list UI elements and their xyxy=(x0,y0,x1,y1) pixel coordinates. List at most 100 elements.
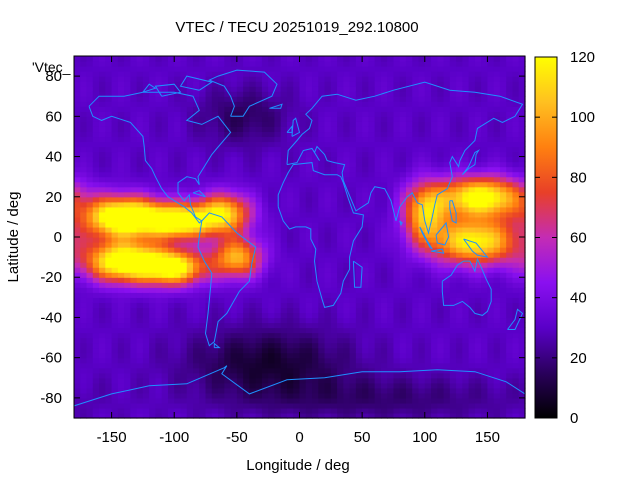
heatmap-cell xyxy=(468,126,476,133)
heatmap-cell xyxy=(236,111,244,117)
heatmap-cell xyxy=(424,221,432,228)
heatmap-cell xyxy=(443,91,451,97)
heatmap-cell xyxy=(318,397,326,404)
heatmap-cell xyxy=(124,392,131,399)
heatmap-cell xyxy=(142,171,150,178)
heatmap-cell xyxy=(324,56,332,62)
heatmap-cell xyxy=(362,342,369,349)
heatmap-cell xyxy=(318,171,326,178)
heatmap-cell xyxy=(243,407,250,414)
heatmap-cell xyxy=(99,357,106,364)
heatmap-cell xyxy=(393,121,401,127)
heatmap-cell xyxy=(199,312,207,319)
heatmap-cell xyxy=(324,367,332,374)
heatmap-cell xyxy=(380,347,388,354)
heatmap-cell xyxy=(117,277,125,283)
heatmap-cell xyxy=(286,56,294,62)
heatmap-cell xyxy=(111,262,119,268)
heatmap-cell xyxy=(374,362,382,369)
heatmap-cell xyxy=(105,282,113,288)
heatmap-cell xyxy=(174,367,182,374)
heatmap-cell xyxy=(431,96,438,102)
heatmap-cell xyxy=(199,141,207,148)
heatmap-cell xyxy=(299,196,307,203)
heatmap-cell xyxy=(99,352,106,359)
heatmap-cell xyxy=(224,367,232,374)
heatmap-cell xyxy=(393,412,401,419)
heatmap-cell xyxy=(487,317,495,324)
heatmap-cell xyxy=(205,71,213,77)
heatmap-cell xyxy=(474,141,482,148)
heatmap-cell xyxy=(374,91,382,97)
heatmap-cell xyxy=(142,166,150,173)
heatmap-cell xyxy=(243,156,250,163)
heatmap-cell xyxy=(431,282,438,288)
heatmap-cell xyxy=(142,81,150,87)
heatmap-cell xyxy=(180,297,188,303)
heatmap-cell xyxy=(268,377,276,384)
heatmap-cell xyxy=(99,327,106,334)
heatmap-cell xyxy=(293,362,301,369)
heatmap-cell xyxy=(474,171,482,178)
heatmap-cell xyxy=(136,292,144,298)
heatmap-cell xyxy=(337,166,344,173)
heatmap-cell xyxy=(130,101,138,107)
heatmap-cell xyxy=(74,176,81,183)
heatmap-cell xyxy=(487,181,495,188)
heatmap-cell xyxy=(399,382,407,389)
heatmap-cell xyxy=(324,307,332,314)
heatmap-cell xyxy=(318,322,326,329)
heatmap-cell xyxy=(111,402,119,409)
heatmap-cell xyxy=(124,412,131,419)
heatmap-cell xyxy=(387,262,395,268)
heatmap-cell xyxy=(462,247,470,253)
heatmap-cell xyxy=(380,206,388,213)
heatmap-cell xyxy=(249,86,257,92)
heatmap-cell xyxy=(117,312,125,319)
heatmap-cell xyxy=(499,287,507,293)
heatmap-cell xyxy=(193,171,200,178)
heatmap-cell xyxy=(355,317,363,324)
heatmap-cell xyxy=(431,126,438,133)
heatmap-cell xyxy=(374,66,382,72)
heatmap-cell xyxy=(224,86,232,92)
heatmap-cell xyxy=(199,332,207,339)
heatmap-cell xyxy=(493,201,501,208)
heatmap-cell xyxy=(318,221,326,228)
heatmap-cell xyxy=(274,327,282,334)
heatmap-cell xyxy=(443,56,451,62)
heatmap-cell xyxy=(412,151,420,158)
heatmap-cell xyxy=(161,101,169,107)
heatmap-cell xyxy=(355,71,363,77)
heatmap-cell xyxy=(124,71,131,77)
heatmap-cell xyxy=(443,191,451,198)
heatmap-cell xyxy=(487,91,495,97)
heatmap-cell xyxy=(218,171,225,178)
heatmap-cell xyxy=(105,106,113,112)
heatmap-cell xyxy=(161,407,169,414)
heatmap-cell xyxy=(368,287,376,293)
heatmap-cell xyxy=(105,121,113,127)
heatmap-cell xyxy=(462,76,470,82)
heatmap-cell xyxy=(255,136,263,143)
heatmap-cell xyxy=(293,206,301,213)
heatmap-cell xyxy=(431,101,438,107)
heatmap-cell xyxy=(487,322,495,329)
heatmap-cell xyxy=(387,307,395,314)
heatmap-cell xyxy=(374,257,382,263)
heatmap-cell xyxy=(155,267,163,273)
heatmap-cell xyxy=(261,226,269,233)
heatmap-cell xyxy=(180,96,188,102)
heatmap-cell xyxy=(243,101,250,107)
heatmap-cell xyxy=(380,297,388,303)
heatmap-cell xyxy=(205,237,213,243)
heatmap-cell xyxy=(280,407,288,414)
heatmap-cell xyxy=(230,206,238,213)
heatmap-cell xyxy=(117,317,125,324)
heatmap-cell xyxy=(230,402,238,409)
heatmap-cell xyxy=(199,407,207,414)
heatmap-cell xyxy=(205,196,213,203)
heatmap-cell xyxy=(399,317,407,324)
heatmap-cell xyxy=(456,231,463,238)
heatmap-cell xyxy=(243,317,250,324)
